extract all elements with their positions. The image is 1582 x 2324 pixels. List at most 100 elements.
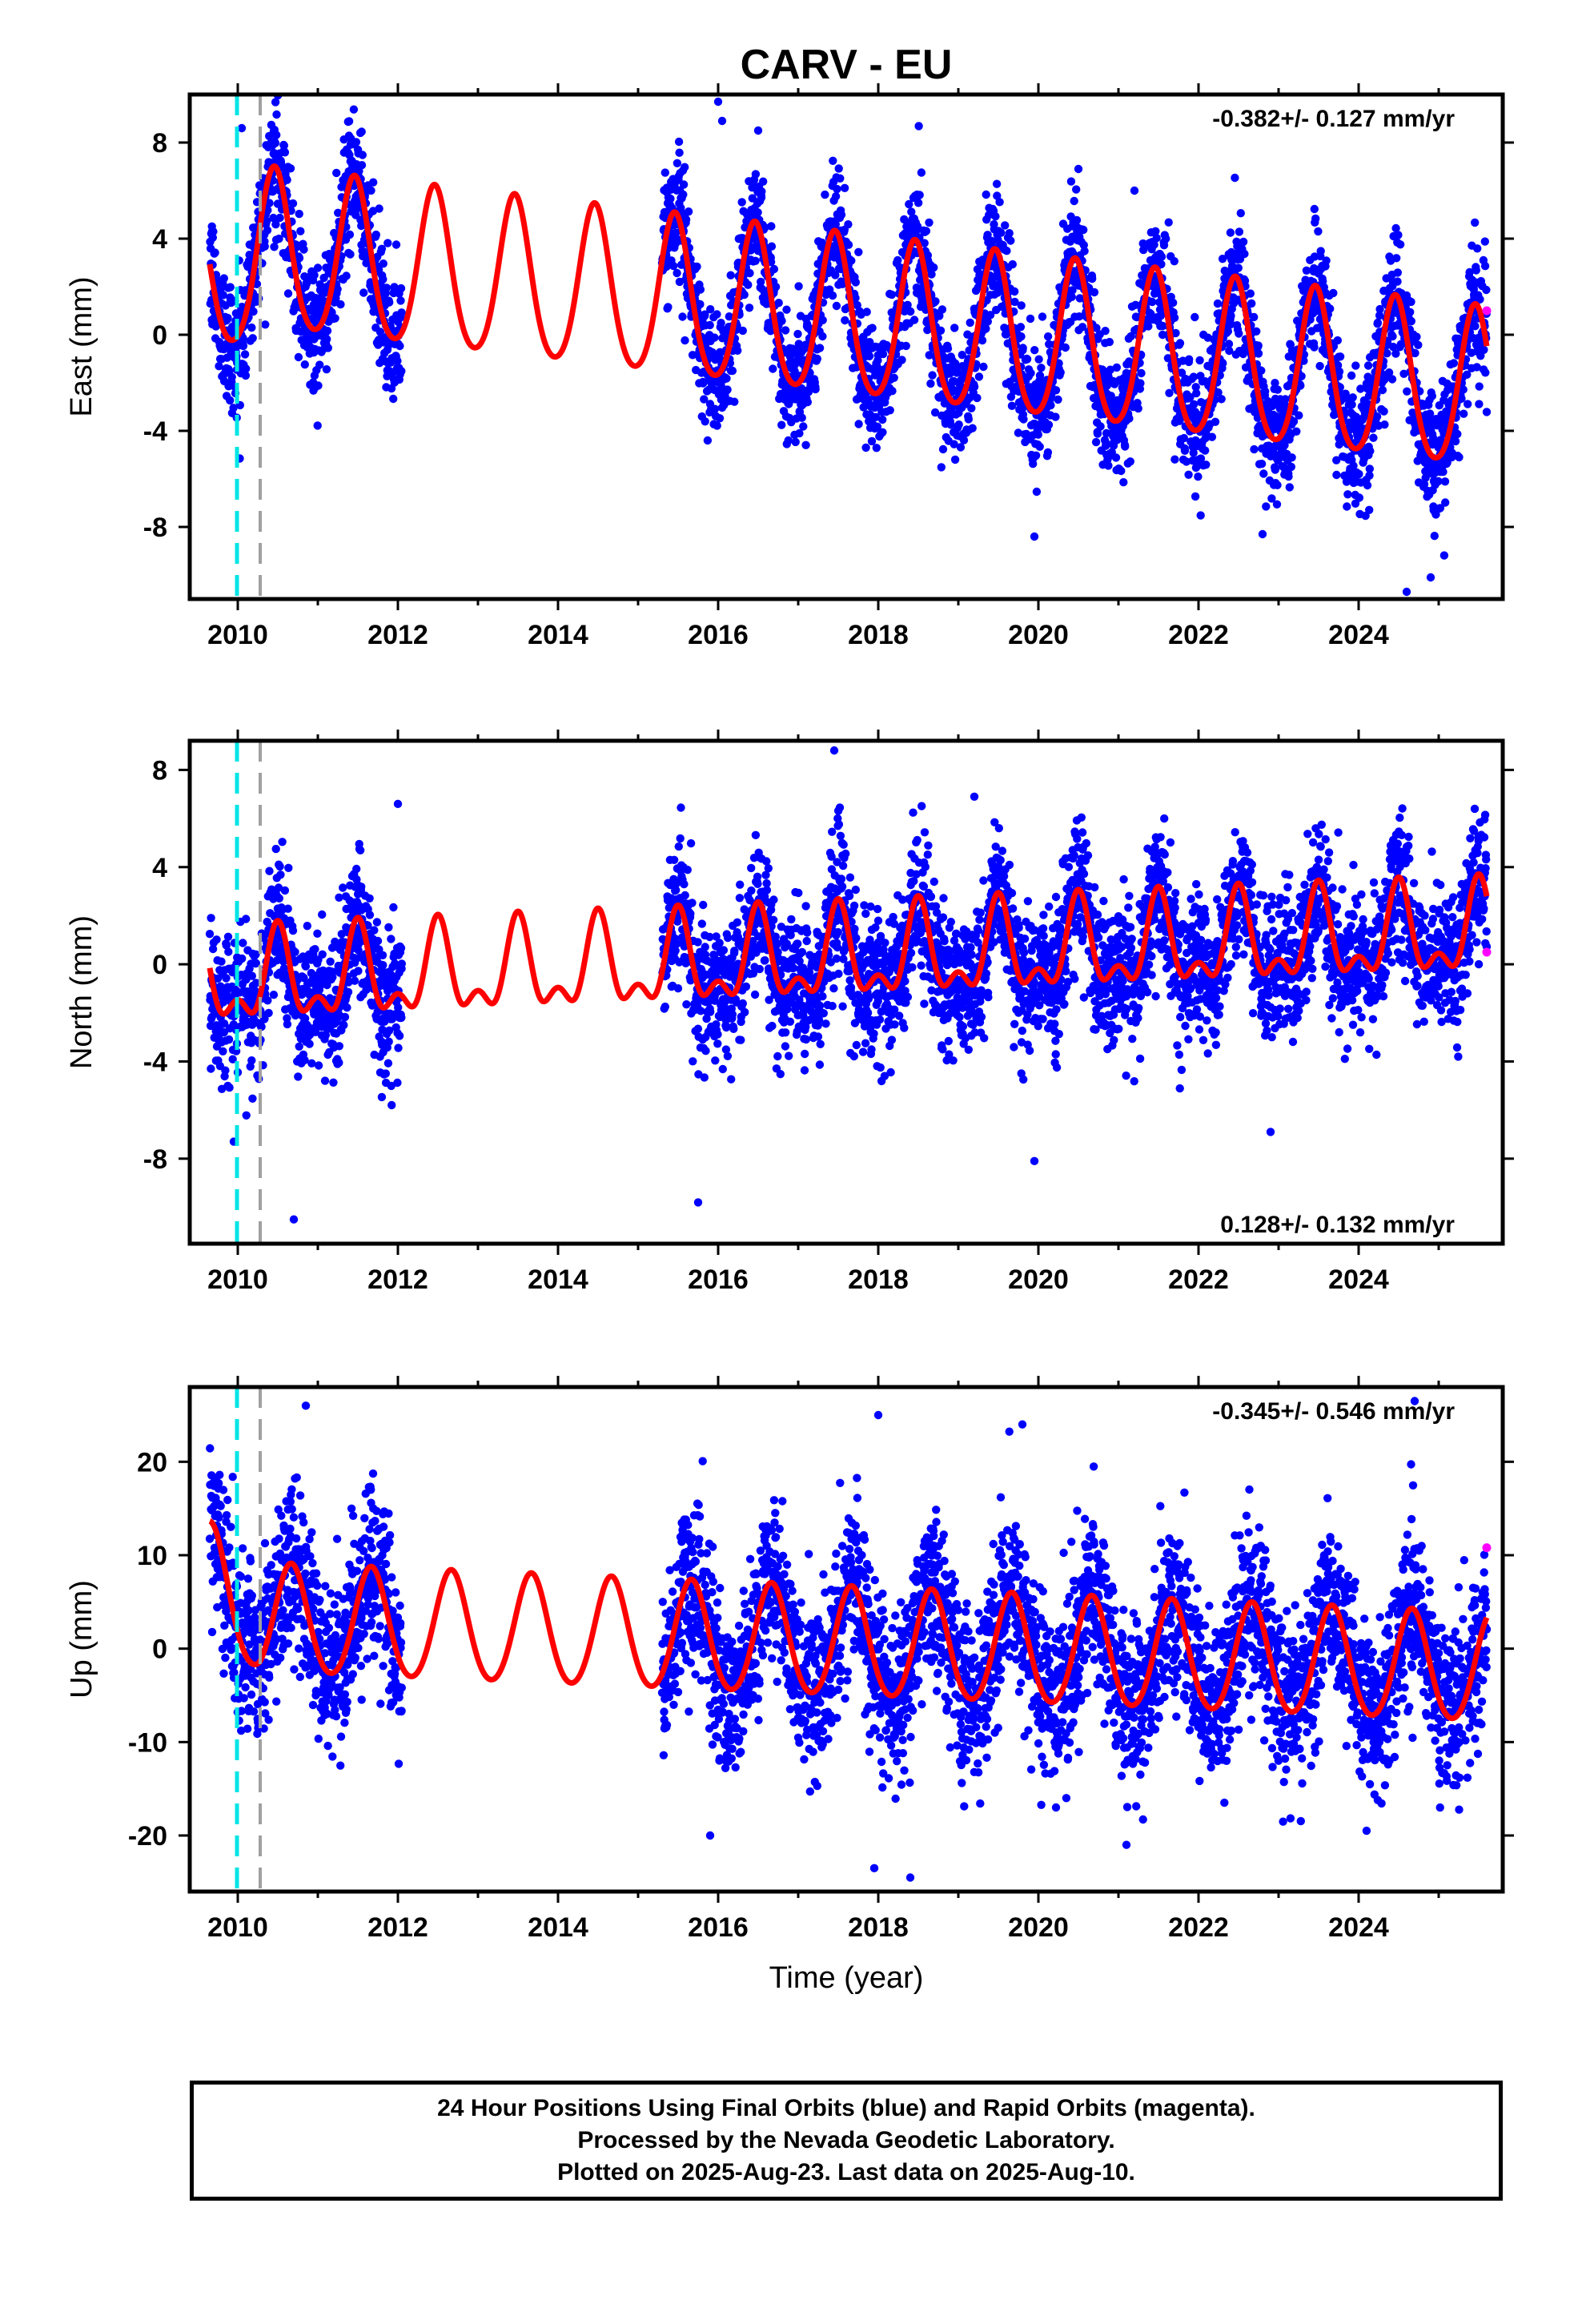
data-point (970, 382, 979, 392)
data-point (679, 190, 688, 199)
data-point (669, 261, 678, 271)
data-point (329, 1078, 338, 1088)
data-point (836, 174, 845, 183)
data-point (1022, 355, 1032, 364)
data-point (280, 148, 290, 157)
data-point (1056, 368, 1065, 377)
data-point (310, 271, 319, 279)
data-point (339, 1020, 348, 1030)
data-point (834, 164, 843, 173)
data-point (954, 420, 963, 429)
data-point (1236, 209, 1246, 218)
data-point (357, 883, 366, 891)
data-point (1032, 487, 1042, 497)
data-point (1387, 375, 1397, 384)
data-point (1393, 277, 1402, 286)
data-point (767, 242, 777, 251)
data-point (1273, 385, 1283, 394)
data-point (1006, 236, 1015, 245)
data-point (1310, 343, 1319, 352)
data-point (384, 923, 393, 932)
data-point (229, 404, 238, 412)
outlier-point (1030, 532, 1039, 541)
data-point (1475, 400, 1484, 408)
data-point (818, 316, 827, 324)
data-point (372, 918, 382, 927)
data-point (781, 326, 790, 335)
data-point (1119, 478, 1128, 487)
data-point (1329, 288, 1338, 298)
data-point (377, 1092, 387, 1102)
data-point (937, 463, 946, 472)
data-point (1231, 173, 1239, 183)
data-point (674, 137, 684, 147)
data-point (1213, 299, 1223, 308)
data-point (248, 334, 257, 343)
data-point (345, 230, 355, 239)
data-point (387, 935, 396, 943)
data-point (1326, 304, 1335, 313)
data-point (378, 951, 387, 960)
data-point (661, 168, 669, 177)
data-point (1016, 323, 1026, 332)
data-point (373, 936, 383, 946)
data-point (1196, 511, 1205, 520)
data-point (769, 364, 777, 373)
data-point (1112, 363, 1122, 372)
data-point (982, 190, 990, 199)
data-point (1480, 262, 1490, 271)
data-point (1254, 349, 1263, 358)
data-point (782, 305, 791, 314)
data-point (1257, 366, 1266, 375)
data-point (794, 282, 803, 291)
data-point (1427, 392, 1437, 400)
data-point (983, 317, 993, 326)
data-point (350, 976, 359, 985)
data-point (223, 313, 232, 323)
data-point (748, 194, 757, 203)
data-point (1158, 321, 1167, 331)
data-point (1191, 312, 1199, 322)
data-point (701, 417, 709, 426)
data-point (1211, 417, 1220, 426)
data-point (1051, 386, 1061, 395)
data-point (917, 168, 926, 177)
data-point (968, 424, 977, 432)
data-point (1201, 446, 1210, 455)
data-point (744, 280, 753, 289)
data-point (307, 1059, 316, 1068)
data-point (1259, 469, 1268, 478)
data-point (1091, 437, 1101, 447)
data-point (1121, 442, 1130, 451)
data-point (1379, 407, 1388, 416)
data-point (288, 926, 298, 935)
data-point (219, 291, 227, 300)
data-point (1441, 498, 1450, 507)
data-point (263, 226, 272, 235)
data-point (1392, 254, 1401, 263)
data-point (314, 381, 323, 390)
data-point (335, 1058, 343, 1068)
data-point (207, 914, 215, 923)
data-point (964, 415, 974, 424)
outlier-point (1402, 587, 1411, 597)
y-tick-label: 0 (152, 320, 167, 351)
data-point (249, 307, 258, 316)
data-point (223, 932, 233, 942)
data-point (740, 290, 749, 300)
data-point (284, 863, 293, 873)
data-point (1273, 480, 1282, 489)
data-point (1315, 361, 1324, 371)
data-point (1284, 472, 1293, 481)
data-point (323, 326, 332, 336)
y-tick-label: 8 (152, 128, 167, 159)
data-point (757, 277, 765, 287)
data-point (323, 335, 331, 344)
data-point (1001, 221, 1010, 230)
data-point (900, 307, 909, 316)
data-point (389, 394, 398, 404)
data-point (389, 903, 398, 912)
data-point (339, 883, 347, 892)
data-point (217, 957, 226, 966)
data-point (1035, 371, 1045, 380)
